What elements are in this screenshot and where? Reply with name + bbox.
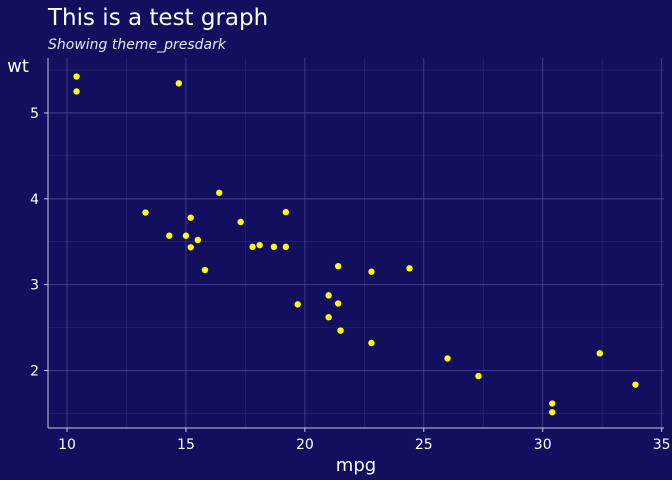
data-point: [334, 262, 342, 270]
data-point: [475, 372, 482, 380]
data-point: [256, 241, 263, 249]
data-point: [216, 189, 223, 196]
data-point: [596, 350, 603, 357]
x-tick-label: 35: [653, 437, 671, 453]
y-tick-label: 2: [30, 363, 39, 379]
data-point: [270, 243, 278, 251]
chart-subtitle: Showing theme_presdark: [48, 37, 227, 53]
data-point: [73, 73, 80, 80]
data-point: [166, 232, 173, 239]
data-point: [175, 80, 183, 87]
x-tick-label: 25: [415, 437, 433, 453]
data-point: [182, 232, 190, 239]
x-tick-label: 10: [58, 437, 76, 453]
data-point: [325, 292, 332, 299]
data-point: [368, 339, 375, 347]
tick-labels: 10 15 20 25 30 35 2 3 4 5: [30, 106, 670, 453]
data-point: [632, 381, 639, 388]
data-point: [406, 265, 413, 272]
data-point: [249, 243, 256, 251]
data-point: [334, 300, 342, 307]
axes: [44, 58, 664, 432]
chart-title: This is a test graph: [47, 5, 268, 31]
data-point: [201, 266, 209, 274]
data-point: [549, 409, 556, 416]
data-point: [294, 301, 301, 308]
x-axis-title: mpg: [336, 455, 376, 476]
data-point: [73, 88, 80, 95]
x-tick-label: 20: [296, 437, 314, 453]
y-tick-label: 4: [30, 192, 39, 208]
data-point: [237, 218, 244, 226]
data-point: [368, 268, 375, 275]
data-points: [73, 73, 639, 416]
data-point: [142, 209, 149, 216]
data-point: [187, 214, 194, 221]
data-point: [282, 243, 290, 251]
y-tick-label: 3: [30, 278, 39, 294]
data-point: [325, 314, 332, 321]
data-point: [444, 355, 451, 362]
x-tick-label: 30: [534, 437, 552, 453]
data-point: [187, 244, 194, 251]
data-point: [337, 327, 344, 334]
x-tick-label: 15: [177, 437, 195, 453]
y-tick-label: 5: [30, 106, 39, 122]
grid: [48, 58, 664, 428]
data-point: [282, 208, 290, 216]
y-axis-title: wt: [7, 56, 29, 77]
data-point: [194, 236, 202, 244]
data-point: [549, 400, 556, 407]
